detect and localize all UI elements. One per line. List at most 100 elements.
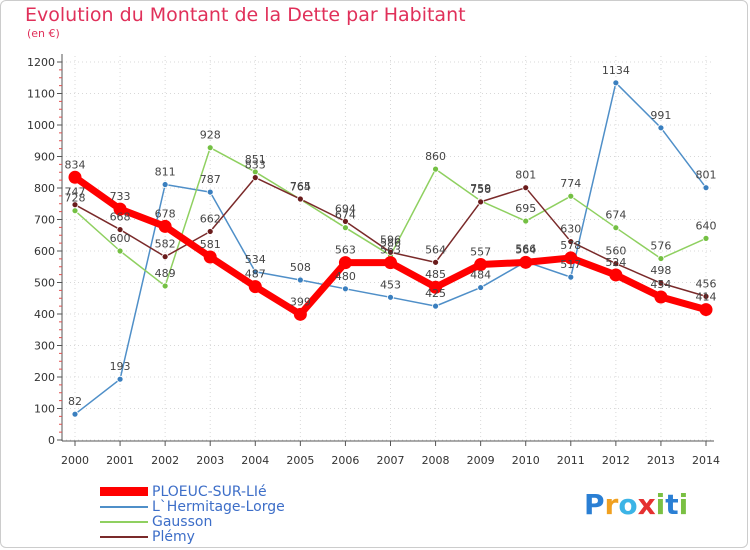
- data-point: [387, 293, 394, 301]
- data-point: [71, 410, 79, 418]
- data-point: [522, 184, 530, 192]
- data-point: [387, 248, 394, 256]
- data-label: 600: [110, 232, 131, 245]
- data-label: 480: [335, 270, 356, 283]
- data-label: 833: [245, 159, 266, 172]
- data-label: 487: [245, 268, 266, 281]
- x-tick-label: 2001: [106, 454, 134, 467]
- y-tick-label: 200: [34, 371, 55, 384]
- data-point: [203, 250, 217, 264]
- data-label: 576: [650, 240, 671, 253]
- data-point: [432, 302, 439, 310]
- data-label: 564: [425, 243, 446, 256]
- data-label: 662: [200, 212, 221, 225]
- logo-letter: t: [665, 488, 679, 521]
- logo-letter: i: [678, 488, 689, 521]
- data-label: 728: [65, 192, 86, 205]
- x-tick-label: 2007: [377, 454, 405, 467]
- data-label: 674: [335, 209, 356, 222]
- data-point: [384, 256, 397, 270]
- y-tick-label: 900: [34, 151, 55, 164]
- x-tick-label: 2006: [331, 454, 359, 467]
- data-label: 774: [560, 177, 581, 190]
- data-point: [702, 292, 710, 300]
- data-label: 581: [200, 238, 221, 251]
- x-tick-label: 2012: [602, 454, 630, 467]
- proxiti-logo: Proxiti: [584, 488, 688, 521]
- data-point: [251, 174, 259, 182]
- data-label: 765: [290, 180, 311, 193]
- data-label: 578: [560, 239, 581, 252]
- logo-letter: x: [637, 488, 656, 521]
- data-label: 453: [380, 278, 401, 291]
- data-point: [567, 273, 575, 281]
- data-point: [699, 303, 713, 317]
- y-tick-label: 100: [34, 403, 55, 416]
- data-point: [338, 256, 352, 270]
- data-point: [429, 280, 443, 294]
- data-point: [612, 79, 620, 87]
- data-label: 456: [696, 277, 717, 290]
- data-point: [248, 280, 262, 294]
- data-point: [522, 217, 530, 225]
- legend-label: PLOEUC-SUR-LIé: [152, 483, 267, 500]
- data-label: 630: [560, 223, 581, 236]
- x-tick-label: 2011: [557, 454, 585, 467]
- legend-item: Plémy: [100, 529, 285, 545]
- legend-item: L`Hermitage-Lorge: [100, 498, 285, 515]
- data-point: [116, 375, 124, 383]
- logo-letter: P: [584, 488, 605, 521]
- data-point: [702, 234, 710, 242]
- data-point: [657, 255, 665, 262]
- y-tick-label: 0: [48, 434, 55, 447]
- x-tick-label: 2000: [61, 454, 89, 467]
- x-tick-label: 2008: [422, 454, 450, 467]
- data-point: [206, 228, 214, 235]
- data-label: 834: [65, 158, 86, 171]
- data-point: [71, 207, 79, 215]
- logo-letter: r: [604, 488, 619, 521]
- data-label: 498: [650, 264, 671, 277]
- data-point: [432, 165, 439, 173]
- data-label: 694: [335, 202, 356, 215]
- x-tick-label: 2005: [286, 454, 314, 467]
- data-label: 582: [155, 238, 176, 251]
- data-label: 534: [245, 253, 266, 266]
- legend-swatch: [100, 535, 148, 538]
- data-point: [657, 279, 665, 287]
- data-label: 454: [650, 278, 671, 291]
- data-label: 759: [470, 182, 491, 195]
- legend-swatch: [100, 505, 148, 508]
- y-tick-label: 1100: [27, 88, 55, 101]
- data-label: 668: [110, 211, 131, 224]
- data-label: 695: [515, 202, 536, 215]
- data-point: [161, 181, 169, 188]
- data-point: [342, 285, 349, 293]
- data-point: [567, 192, 575, 200]
- data-point: [477, 198, 485, 206]
- data-label: 399: [290, 295, 311, 308]
- y-tick-label: 600: [34, 245, 55, 258]
- data-point: [519, 255, 533, 269]
- legend-swatch: [100, 520, 148, 523]
- y-tick-label: 400: [34, 308, 55, 321]
- data-point: [206, 144, 214, 152]
- data-label: 678: [155, 207, 176, 220]
- y-tick-label: 1200: [27, 56, 55, 69]
- data-label: 811: [155, 166, 176, 179]
- data-point: [116, 247, 124, 255]
- legend-item: PLOEUC-SUR-LIé: [100, 483, 285, 500]
- data-point: [251, 268, 259, 276]
- data-label: 747: [65, 186, 86, 199]
- data-point: [68, 170, 82, 184]
- data-label: 674: [605, 209, 626, 222]
- data-label: 563: [380, 244, 401, 257]
- data-point: [564, 251, 578, 265]
- data-label: 564: [515, 243, 536, 256]
- legend-label: L`Hermitage-Lorge: [152, 498, 285, 515]
- y-tick-label: 700: [34, 214, 55, 227]
- data-label: 787: [200, 173, 221, 186]
- x-tick-label: 2009: [467, 454, 495, 467]
- x-tick-label: 2013: [647, 454, 675, 467]
